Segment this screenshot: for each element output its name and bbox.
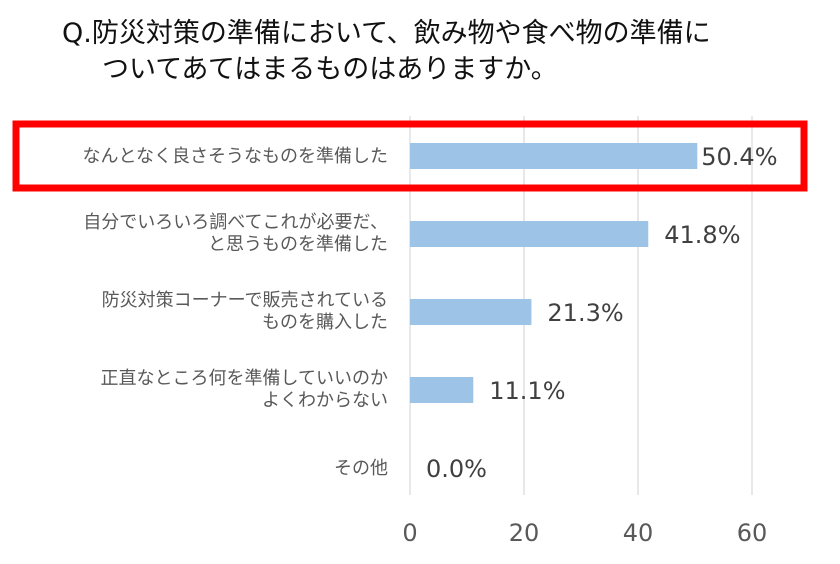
category-label-3-line-1: よくわからない <box>262 390 388 411</box>
bar-2 <box>410 299 532 325</box>
title-line-1: Q.防災対策の準備において、飲み物や食べ物の準備に <box>62 18 711 49</box>
bar-3 <box>410 377 474 403</box>
category-label-2: 防災対策コーナーで販売されているものを購入した <box>102 290 388 333</box>
category-label-3: 正直なところ何を準備していいのかよくわからない <box>101 368 388 411</box>
bar-0 <box>410 143 698 169</box>
title-line-2: ついてあてはまるものはありますか。 <box>102 54 558 85</box>
value-label-2: 21.3% <box>547 299 623 327</box>
value-label-0: 50.4% <box>701 143 777 171</box>
category-label-0: なんとなく良さそうなものを準備した <box>83 146 388 167</box>
x-tick-label-0: 0 <box>402 519 417 547</box>
category-label-1-line-0: 自分でいろいろ調べてこれが必要だ、 <box>83 212 388 233</box>
x-tick-label-1: 20 <box>509 519 540 547</box>
highlight-box <box>12 120 808 192</box>
x-tick-label-2: 40 <box>623 519 654 547</box>
category-label-0-line-0: なんとなく良さそうなものを準備した <box>83 146 388 167</box>
category-label-1: 自分でいろいろ調べてこれが必要だ、と思うものを準備した <box>83 212 388 255</box>
category-label-3-line-0: 正直なところ何を準備していいのか <box>101 368 388 389</box>
category-label-1-line-1: と思うものを準備した <box>208 234 388 255</box>
category-label-2-line-0: 防災対策コーナーで販売されている <box>102 290 388 311</box>
category-label-2-line-1: ものを購入した <box>262 312 388 333</box>
value-label-3: 11.1% <box>489 377 565 405</box>
category-label-4: その他 <box>334 458 388 479</box>
x-tick-label-3: 60 <box>737 519 768 547</box>
value-label-4: 0.0% <box>426 455 487 483</box>
value-label-1: 41.8% <box>664 221 740 249</box>
bar-1 <box>410 221 649 247</box>
category-label-4-line-0: その他 <box>334 458 388 479</box>
chart-title: Q.防災対策の準備において、飲み物や食べ物の準備に ついてあてはまるものはありま… <box>62 16 832 88</box>
